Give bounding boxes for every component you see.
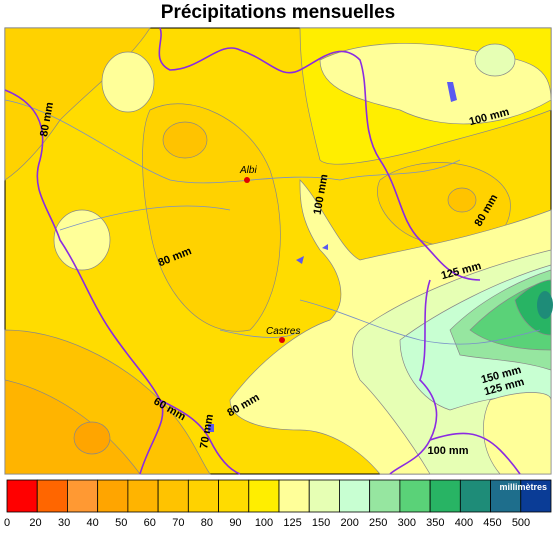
legend-tick-label: 500: [512, 517, 530, 529]
legend-swatch: [429, 479, 461, 513]
legend-tick-label: 150: [312, 517, 330, 529]
contour-label: 70 mm: [198, 413, 216, 450]
legend: millimètres 0 20 30 40 50 60 70 80 90 100 125 150 200…: [4, 479, 552, 529]
legend-swatch: [339, 479, 371, 513]
legend-tick-label: 0: [4, 517, 10, 529]
legend-swatch: [308, 479, 340, 513]
legend-tick-label: 200: [340, 517, 358, 529]
legend-tick-label: 300: [398, 517, 416, 529]
city-label: Albi: [239, 165, 257, 176]
legend-tick-label: 50: [115, 517, 127, 529]
legend-swatch: [187, 479, 219, 513]
legend-swatch: [127, 479, 159, 513]
legend-tick-label: 30: [58, 517, 70, 529]
legend-tick-label: 400: [455, 517, 473, 529]
legend-swatch: [67, 479, 99, 513]
legend-tick-label: 90: [229, 517, 241, 529]
legend-swatch: [97, 479, 129, 513]
legend-tick-label: 70: [172, 517, 184, 529]
map: Albi Castres 80 mm 100 mm 80 mm 100 mm 8…: [4, 27, 553, 475]
legend-swatch: [6, 479, 38, 513]
legend-tick-label: 80: [201, 517, 213, 529]
legend-tick-label: 350: [426, 517, 444, 529]
title: Précipitations mensuelles: [161, 2, 395, 23]
legend-tick-label: 250: [369, 517, 387, 529]
legend-swatch: [520, 479, 552, 513]
legend-tick-label: 100: [255, 517, 273, 529]
legend-swatch: [459, 479, 491, 513]
legend-swatch: [490, 479, 522, 513]
legend-swatch: [248, 479, 280, 513]
legend-swatch: [278, 479, 310, 513]
legend-swatch: [157, 479, 189, 513]
legend-tick-label: 60: [144, 517, 156, 529]
legend-swatch: [36, 479, 68, 513]
legend-swatch: [369, 479, 401, 513]
contour-label: 100 mm: [428, 445, 469, 457]
legend-unit: millimètres: [499, 482, 547, 492]
legend-tick-label: 125: [283, 517, 301, 529]
legend-swatch: [218, 479, 250, 513]
legend-tick-label: 20: [29, 517, 41, 529]
legend-tick-label: 450: [483, 517, 501, 529]
legend-swatch: [399, 479, 431, 513]
city-label: Castres: [266, 326, 300, 337]
legend-tick-label: 40: [87, 517, 99, 529]
contour-label: 80 mm: [38, 101, 56, 138]
